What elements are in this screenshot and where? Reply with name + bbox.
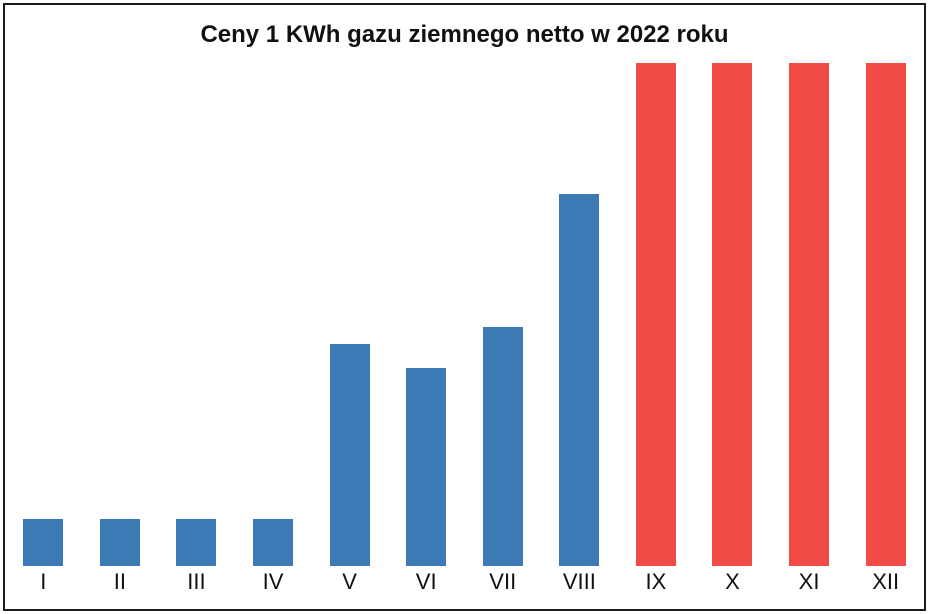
x-tick-label-X: X: [725, 569, 740, 594]
bar-slot-XII: [847, 63, 924, 566]
bar-slot-VIII: [541, 63, 618, 566]
bar-slot-IX: [618, 63, 695, 566]
bar-V: [329, 344, 370, 566]
x-tick-label-XI: XI: [798, 569, 820, 594]
chart-title: Ceny 1 KWh gazu ziemnego netto w 2022 ro…: [200, 21, 729, 48]
x-tick-label-VII: VII: [489, 569, 517, 594]
bar-slot-VII: [464, 63, 541, 566]
x-tick-label-VI: VI: [415, 569, 437, 594]
x-tick-label-V: V: [342, 569, 357, 594]
bar-IX: [635, 63, 676, 566]
bar-slot-II: [82, 63, 159, 566]
bar-slot-VI: [388, 63, 465, 566]
bar-VIII: [559, 193, 600, 566]
x-tick-label-II: II: [113, 569, 126, 594]
bar-II: [99, 519, 140, 566]
bar-VII: [482, 327, 523, 566]
x-axis-labels: I II III IV V VI VII VIII IX X XI XII: [5, 569, 924, 595]
bars-container: [5, 63, 924, 566]
bar-XII: [865, 63, 906, 566]
bar-slot-V: [311, 63, 388, 566]
bar-slot-I: [5, 63, 82, 566]
bar-slot-III: [158, 63, 235, 566]
bar-XI: [789, 63, 830, 566]
x-tick-label-VIII: VIII: [562, 569, 596, 594]
bar-VI: [406, 367, 447, 566]
bar-X: [712, 63, 753, 566]
x-tick-label-I: I: [40, 569, 47, 594]
x-tick-label-IX: IX: [645, 569, 667, 594]
bar-III: [176, 519, 217, 566]
bar-slot-IV: [235, 63, 312, 566]
x-tick-label-XII: XII: [872, 569, 900, 594]
bar-slot-XI: [771, 63, 848, 566]
bar-IV: [253, 519, 294, 566]
bar-I: [23, 519, 64, 566]
x-tick-label-IV: IV: [262, 569, 284, 594]
bar-slot-X: [694, 63, 771, 566]
x-tick-label-III: III: [187, 569, 206, 594]
